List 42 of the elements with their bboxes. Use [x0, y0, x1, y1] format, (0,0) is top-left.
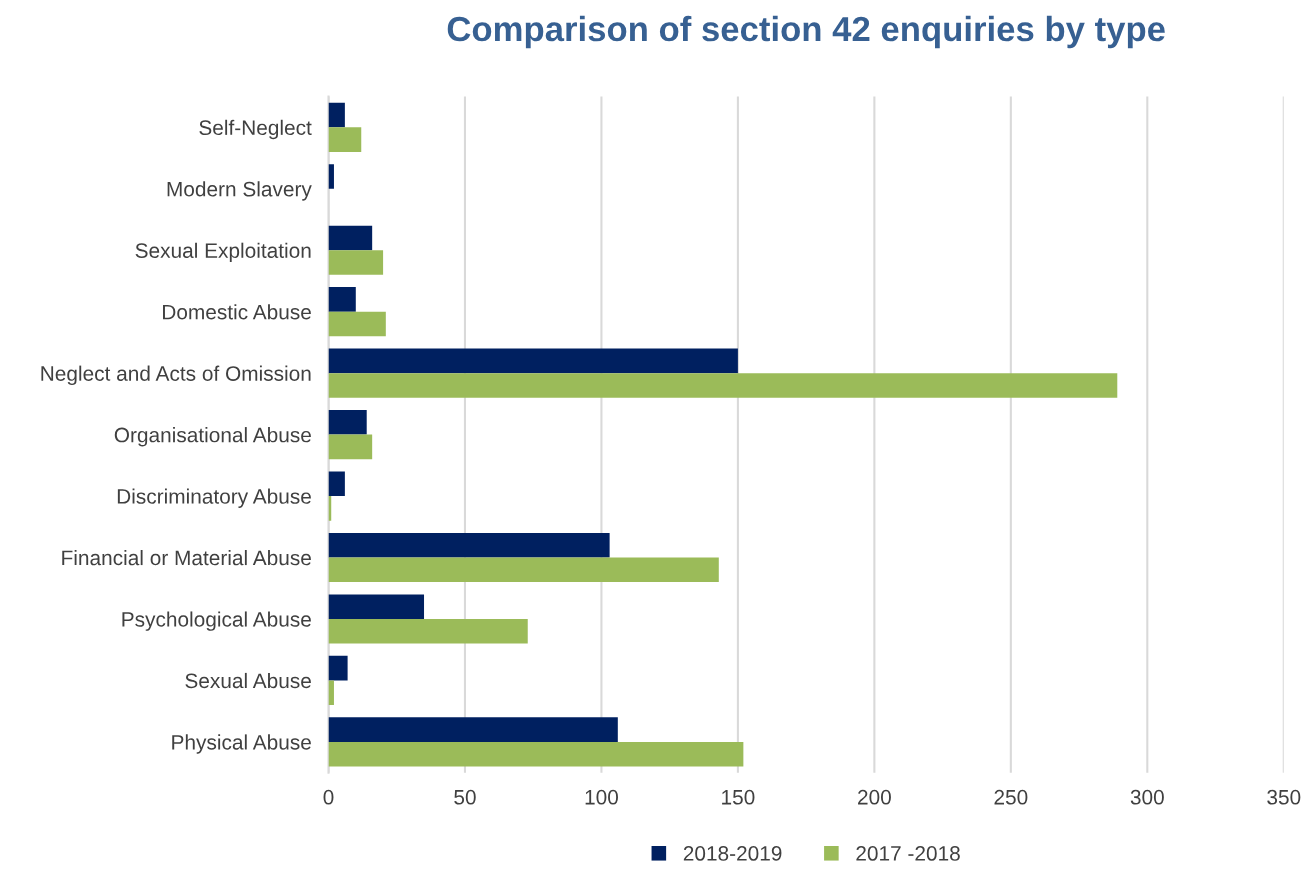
bar [328, 717, 618, 742]
chart-title: Comparison of section 42 enquiries by type [447, 15, 1165, 49]
bar [328, 434, 373, 460]
bar [328, 225, 373, 251]
bar [328, 532, 610, 558]
y-tick-label: Sexual Abuse [185, 672, 311, 689]
y-tick-label: Physical Abuse [172, 734, 311, 754]
x-tick-label: 100 [585, 789, 618, 805]
bar [328, 410, 367, 435]
bar [328, 618, 528, 644]
y-tick-label: Financial or Material Abuse [62, 549, 311, 566]
x-tick-label: 200 [858, 789, 891, 805]
bar [328, 471, 345, 497]
legend-label: 2018-2019 [683, 846, 782, 861]
bar [328, 164, 334, 189]
y-tick-label: Sexual Exploitation [135, 242, 311, 263]
bar [328, 680, 334, 706]
y-tick-label: Modern Slavery [167, 181, 312, 201]
bar [328, 311, 386, 337]
bar [328, 557, 719, 583]
bar [328, 373, 1118, 398]
legend-label: 2017 -2018 [856, 846, 960, 861]
x-tick-label: 0 [323, 789, 334, 805]
y-tick-label: Discriminatory Abuse [117, 488, 311, 508]
bar [328, 348, 738, 374]
x-tick-label: 300 [1130, 789, 1164, 805]
y-tick-label: Psychological Abuse [122, 611, 311, 631]
y-tick-label: Domestic Abuse [163, 304, 311, 320]
y-tick-label: Organisational Abuse [114, 427, 311, 447]
bar [328, 741, 744, 767]
x-tick-label: 150 [722, 789, 755, 805]
bar [328, 594, 425, 619]
bar [328, 102, 345, 128]
x-tick-label: 250 [994, 789, 1028, 805]
bar [328, 127, 362, 152]
y-tick-label: Neglect and Acts of Omission [41, 365, 311, 386]
bar [328, 250, 384, 275]
bar [328, 655, 348, 681]
bar [328, 287, 356, 312]
y-tick-label: Self-Neglect [199, 119, 312, 140]
x-tick-label: 50 [454, 789, 476, 805]
x-tick-label: 350 [1267, 789, 1301, 805]
